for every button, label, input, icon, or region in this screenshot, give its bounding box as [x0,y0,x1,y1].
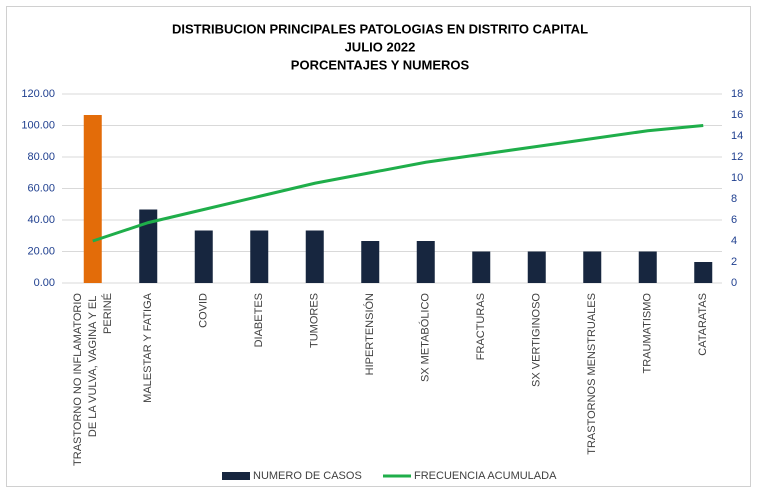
y2-tick-label: 2 [731,256,737,268]
chart-title: PORCENTAJES Y NUMEROS [291,57,470,72]
y2-tick-label: 12 [731,151,743,163]
y2-tick-label: 4 [731,235,737,247]
x-tick-label: HIPERTENSIÓN [363,293,376,375]
x-tick-label: COVID [198,293,210,328]
bar [139,209,158,283]
bar [694,262,713,283]
bar [527,251,546,283]
x-tick-label: TRASTORNOS MENSTRUALES [586,293,598,455]
cumulative-line [92,124,704,243]
bar [361,241,380,283]
chart-title: JULIO 2022 [345,39,416,54]
chart-title: DISTRIBUCION PRINCIPALES PATOLOGIAS EN D… [172,21,588,36]
y-tick-label: 60.00 [27,182,55,194]
bar [638,251,657,283]
y2-tick-label: 16 [731,109,743,121]
y2-tick-label: 14 [731,130,743,142]
x-tick-label: FRACTURAS [475,293,487,360]
x-tick-label: SX VERTIGINOSO [531,293,543,387]
bar [194,230,213,283]
x-tick-label: TRASTORNO NO INFLAMATORIO DE LA VULVA, VA… [72,293,114,466]
y-tick-label: 40.00 [27,214,55,226]
legend-label: NUMERO DE CASOS [253,470,362,482]
bar [305,230,324,283]
y-tick-label: 20.00 [27,245,55,257]
y-tick-label: 80.00 [27,151,55,163]
bar [472,251,491,283]
y2-tick-label: 18 [731,88,743,100]
y-tick-label: 0.00 [34,277,55,289]
y2-tick-label: 10 [731,172,743,184]
bar [250,230,269,283]
legend-label: FRECUENCIA ACUMULADA [414,470,557,482]
x-tick-label: DIABETES [253,293,265,347]
y2-tick-label: 6 [731,214,737,226]
x-tick-label: TUMORES [309,293,321,348]
x-tick-label: MALESTAR Y FATIGA [142,292,154,402]
x-tick-label: SX METABÓLICO [419,293,432,382]
y-tick-label: 100.00 [21,119,55,131]
bar [583,251,602,283]
y2-tick-label: 8 [731,193,737,205]
y2-tick-label: 0 [731,277,737,289]
x-tick-label: TRAUMATISMO [642,293,654,374]
x-tick-label: CATARATAS [697,293,709,356]
legend-swatch [222,472,250,480]
bar [83,115,102,283]
bar [416,241,435,283]
y-tick-label: 120.00 [21,88,55,100]
